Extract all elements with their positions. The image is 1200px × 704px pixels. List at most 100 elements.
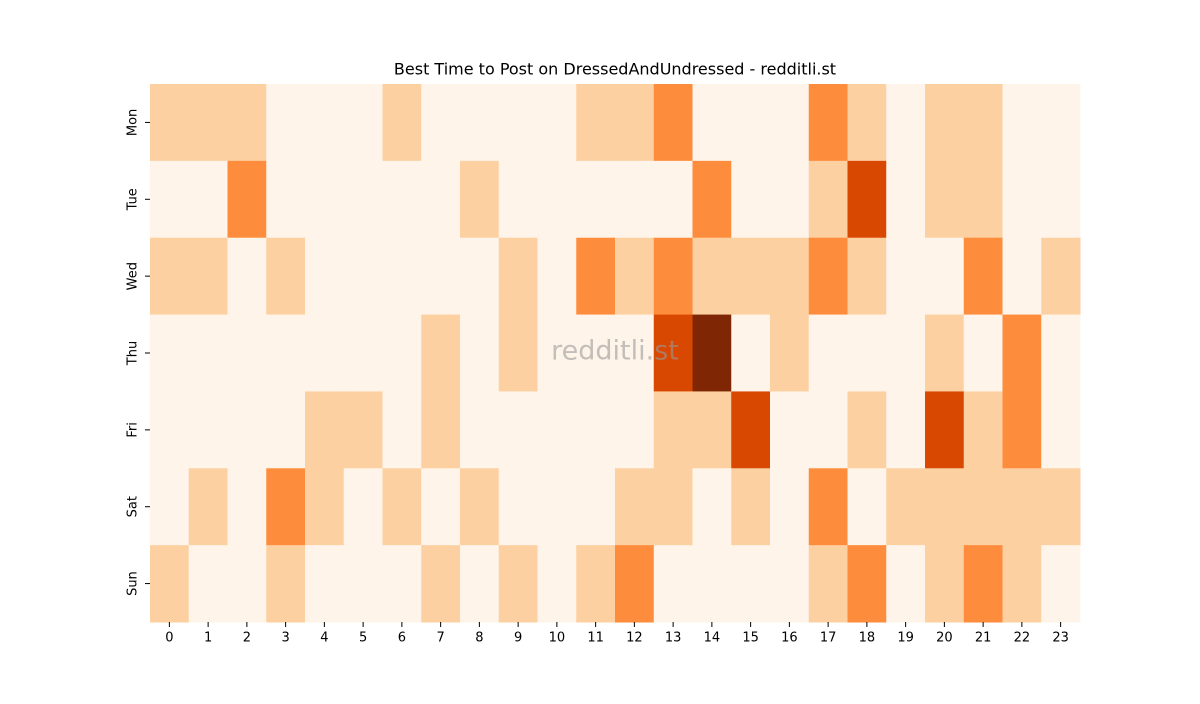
heatmap-cell [576,84,616,162]
heatmap-cell [615,84,655,162]
x-tick-label: 4 [320,631,328,646]
heatmap-cell [963,314,1003,392]
x-tick-label: 9 [514,631,522,646]
x-tick-label: 21 [975,631,992,646]
heatmap-cell [460,84,500,162]
heatmap-cell [227,468,267,546]
heatmap-cell [692,237,732,316]
heatmap-cell [382,237,422,316]
heatmap-cell [576,160,616,239]
heatmap-cell [847,468,887,546]
heatmap-cell [421,545,461,623]
heatmap-cell [615,160,655,239]
heatmap-cell [460,468,500,546]
heatmap-cell [963,545,1003,623]
heatmap-cell [305,391,345,469]
heatmap-cell [731,391,771,469]
heatmap-cell [886,391,926,469]
heatmap-cell [266,314,306,392]
heatmap-cell [498,160,538,239]
heatmap-cell [1002,314,1042,392]
heatmap-cell [305,545,345,623]
heatmap-cell [847,237,887,316]
heatmap-cell [692,160,732,239]
chart-title: Best Time to Post on DressedAndUndressed… [394,60,836,79]
heatmap-cell [770,468,810,546]
x-tick-label: 14 [704,631,721,646]
heatmap-cell [653,314,693,392]
y-tick-label: Fri [126,422,141,438]
x-tick-label: 18 [859,631,876,646]
heatmap-cell [886,468,926,546]
heatmap-cell [615,237,655,316]
heatmap-cell [808,391,848,469]
heatmap-cell [615,468,655,546]
heatmap-cell [808,314,848,392]
heatmap-cell [925,391,965,469]
x-tick-label: 0 [165,631,173,646]
heatmap-cell [692,84,732,162]
watermark: redditli.st [551,336,679,367]
heatmap-cell [227,160,267,239]
y-tick-label: Mon [126,109,141,136]
heatmap-cell [808,237,848,316]
heatmap-cell [1041,237,1081,316]
heatmap-cell [498,237,538,316]
heatmap-cell [305,237,345,316]
heatmap-cell [188,84,228,162]
heatmap-cell [421,391,461,469]
heatmap-cell [537,84,577,162]
heatmap-cell [498,545,538,623]
x-tick-label: 3 [281,631,289,646]
heatmap-cell [1041,391,1081,469]
heatmap-cell [731,160,771,239]
y-tick-label: Sun [126,571,141,596]
y-tick-label: Sat [126,496,141,517]
heatmap-cell [382,391,422,469]
heatmap-cell [770,314,810,392]
heatmap-cell [227,545,267,623]
heatmap-cell [653,237,693,316]
heatmap-cell [460,391,500,469]
heatmap-cell [963,468,1003,546]
heatmap-cell [847,391,887,469]
heatmap-cell [847,160,887,239]
heatmap-cell [305,314,345,392]
heatmap-cell [343,468,383,546]
heatmap-cell [653,545,693,623]
heatmap-cell [150,160,190,239]
x-tick-label: 12 [626,631,643,646]
heatmap-cell [343,391,383,469]
heatmap-cell [150,545,190,623]
heatmap-cell [343,160,383,239]
heatmap-cell [925,545,965,623]
heatmap-cell [537,160,577,239]
heatmap-cell [653,84,693,162]
cells [150,84,1081,623]
heatmap-cell [227,391,267,469]
heatmap-cell [731,84,771,162]
heatmap-cell [343,314,383,392]
heatmap-cell [460,314,500,392]
heatmap-cell [382,314,422,392]
heatmap-cell [421,160,461,239]
heatmap-cell [382,84,422,162]
heatmap-cell [925,468,965,546]
x-tick-label: 22 [1014,631,1031,646]
heatmap-cell [886,84,926,162]
heatmap-cell [188,237,228,316]
heatmap-cell [188,314,228,392]
heatmap-cell [1041,545,1081,623]
heatmap-cell [576,545,616,623]
y-tick-label: Thu [126,341,141,366]
heatmap-cell [692,314,732,392]
heatmap-cell [770,237,810,316]
heatmap-cell [343,237,383,316]
heatmap-cell [1002,468,1042,546]
x-tick-label: 2 [243,631,251,646]
heatmap-cell [808,84,848,162]
heatmap-cell [886,237,926,316]
heatmap-cell [150,314,190,392]
x-tick-label: 7 [436,631,444,646]
heatmap-cell [731,237,771,316]
